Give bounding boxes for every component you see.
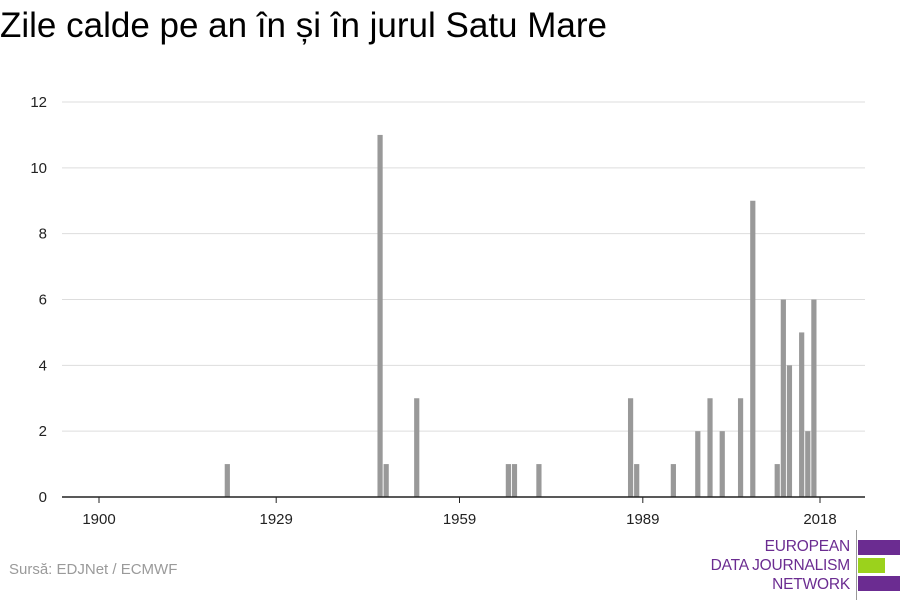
- bar: [719, 431, 725, 497]
- bar: [707, 398, 713, 497]
- bar: [737, 398, 744, 497]
- bar: [786, 365, 793, 497]
- chart-title: Zile calde pe an în și în jurul Satu Mar…: [0, 6, 607, 45]
- source-note: Sursă: EDJNet / ECMWF: [9, 561, 178, 578]
- logo-bar-purple-top: [858, 540, 900, 555]
- bar: [811, 299, 817, 497]
- y-tick-label: 2: [39, 423, 47, 440]
- logo-line-european: EUROPEAN: [764, 538, 851, 555]
- bar: [377, 134, 383, 498]
- bar: [505, 464, 511, 497]
- bar: [774, 464, 780, 497]
- y-tick-label: 0: [39, 489, 47, 506]
- bar: [224, 464, 230, 497]
- bars: [224, 134, 817, 498]
- y-tick-label: 10: [30, 160, 47, 177]
- bar: [414, 398, 420, 497]
- bar: [695, 431, 701, 497]
- logo-line-network: NETWORK: [772, 576, 850, 593]
- logo-divider: [856, 530, 857, 600]
- bar: [536, 464, 542, 497]
- bar: [780, 299, 786, 497]
- x-tick-label: 1900: [82, 511, 115, 528]
- bar: [670, 464, 676, 497]
- logo-line-data-journalism: DATA JOURNALISM: [710, 557, 851, 574]
- y-tick-label: 6: [39, 292, 47, 309]
- edjnet-logo[interactable]: EUROPEAN DATA JOURNALISM NETWORK: [700, 530, 900, 600]
- y-tick-label: 12: [30, 94, 47, 111]
- bar: [511, 464, 518, 497]
- x-tick-label: 2018: [803, 511, 836, 528]
- x-tick-label: 1989: [626, 511, 659, 528]
- y-axis-tick-labels: 0 2 4 6 8 10 12: [30, 94, 47, 506]
- bar: [627, 398, 634, 497]
- x-tick-label: 1929: [260, 511, 293, 528]
- bar: [805, 431, 811, 497]
- logo-bar-green: [858, 558, 885, 573]
- bar: [750, 200, 756, 497]
- x-tick-label: 1959: [443, 511, 476, 528]
- y-tick-label: 8: [39, 226, 47, 243]
- bar: [634, 464, 640, 497]
- logo-bar-purple-bottom: [858, 576, 900, 591]
- bar: [383, 464, 389, 497]
- bar: [799, 332, 805, 497]
- y-tick-label: 4: [39, 357, 47, 374]
- gridlines: [62, 101, 865, 432]
- x-axis-tick-labels: 1900 1929 1959 1989 2018: [82, 497, 837, 528]
